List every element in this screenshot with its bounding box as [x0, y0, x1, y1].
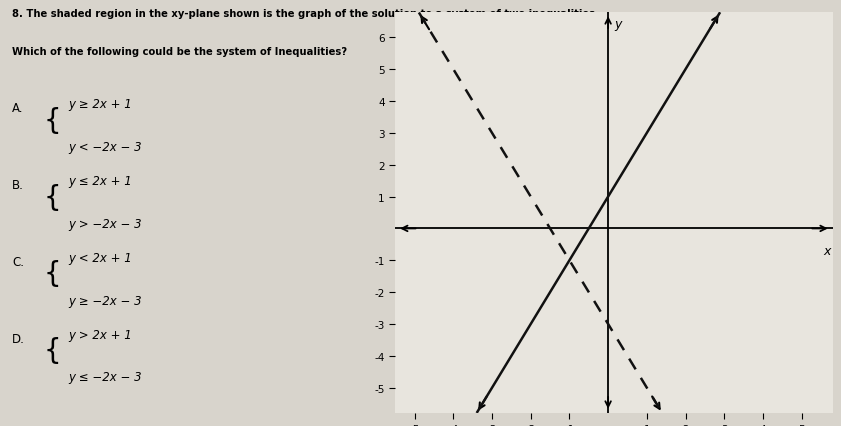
Text: D.: D. — [13, 332, 25, 345]
Text: y ≥ −2x − 3: y ≥ −2x − 3 — [68, 294, 142, 307]
Text: x: x — [823, 245, 830, 258]
Text: y < −2x − 3: y < −2x − 3 — [68, 141, 142, 153]
Text: y: y — [614, 17, 621, 31]
Text: {: { — [43, 183, 61, 211]
Text: A.: A. — [13, 102, 24, 115]
Text: B.: B. — [13, 179, 24, 192]
Text: y ≤ 2x + 1: y ≤ 2x + 1 — [68, 175, 132, 187]
Text: {: { — [43, 337, 61, 365]
Text: {: { — [43, 106, 61, 135]
Text: y > −2x − 3: y > −2x − 3 — [68, 217, 142, 230]
Text: 8. The shaded region in the xy-plane shown is the graph of the solution to a sys: 8. The shaded region in the xy-plane sho… — [13, 9, 599, 18]
Text: y < 2x + 1: y < 2x + 1 — [68, 251, 132, 264]
Text: y ≤ −2x − 3: y ≤ −2x − 3 — [68, 371, 142, 383]
Text: C.: C. — [13, 256, 24, 268]
Text: y > 2x + 1: y > 2x + 1 — [68, 328, 132, 341]
Text: {: { — [43, 260, 61, 288]
Text: y ≥ 2x + 1: y ≥ 2x + 1 — [68, 98, 132, 111]
Text: Which of the following could be the system of Inequalities?: Which of the following could be the syst… — [13, 47, 347, 57]
